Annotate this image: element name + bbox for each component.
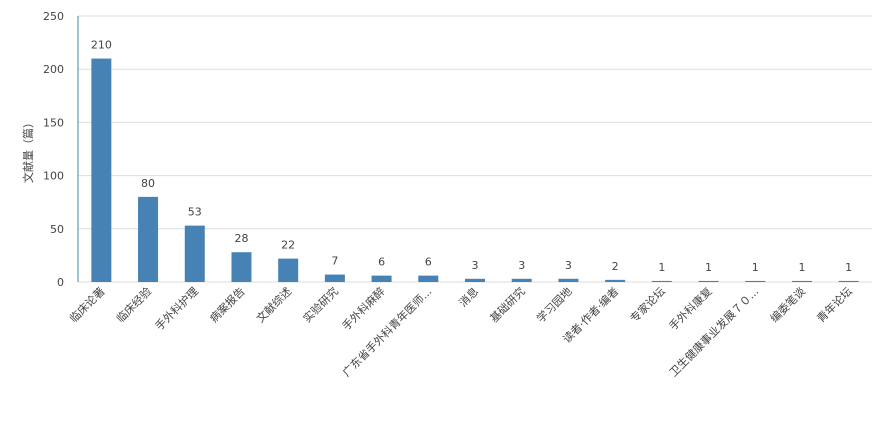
data-label: 80 [141,177,155,190]
x-tick-label: 编委笔谈 [767,284,808,325]
data-label: 1 [752,261,759,274]
bar [698,280,719,282]
x-tick-label: 临床经验 [113,284,154,325]
bar [91,58,112,283]
data-label: 28 [234,232,248,245]
x-tick-label: 基础研究 [487,284,528,325]
bar [371,275,392,282]
y-tick-label: 200 [43,63,64,76]
bar [558,278,579,282]
bar [278,258,299,282]
data-label: 6 [425,256,432,269]
x-tick-label: 消息 [456,284,481,309]
y-tick-label: 0 [57,276,64,289]
x-tick-label: 青年论坛 [814,284,855,325]
bar [605,279,626,282]
bar [745,280,766,282]
bar [791,280,812,282]
x-tick-label: 学习园地 [534,284,575,325]
bar [231,252,252,282]
data-label: 1 [845,261,852,274]
x-tick-label: 手外科康复 [666,284,715,333]
bar [184,225,205,282]
data-label: 3 [565,259,572,272]
data-label: 1 [658,261,665,274]
bar [138,196,159,282]
data-label: 3 [472,259,479,272]
y-axis-label: 文献量（篇） [21,117,35,183]
x-tick-label: 实验研究 [300,284,341,325]
data-label: 22 [281,239,295,252]
data-label: 7 [331,255,338,268]
data-label: 6 [378,256,385,269]
bar [838,280,859,282]
x-tick-label: 手外科麻醉 [339,284,388,333]
x-tick-label: 卫生健康事业发展７０... [666,284,761,379]
bar [465,278,485,282]
bar [651,280,672,282]
data-label: 1 [705,261,712,274]
x-tick-label: 文献综述 [253,284,294,325]
x-tick-label: 临床论著 [66,284,107,325]
data-label: 210 [91,39,112,52]
bar [418,275,439,282]
data-label: 3 [518,259,525,272]
y-tick-label: 50 [50,223,64,236]
x-tick-label: 专家论坛 [627,284,668,325]
data-label: 2 [612,260,619,273]
data-label: 53 [188,206,202,219]
x-tick-label: 手外科护理 [152,284,201,333]
data-label: 1 [798,261,805,274]
x-tick-label: 广东省手外科青年医师... [339,284,434,379]
y-tick-label: 150 [43,116,64,129]
x-tick-label: 病案报告 [207,284,248,325]
y-tick-label: 100 [43,170,64,183]
bar [511,278,532,282]
y-tick-label: 250 [43,10,64,23]
bar [324,274,345,282]
